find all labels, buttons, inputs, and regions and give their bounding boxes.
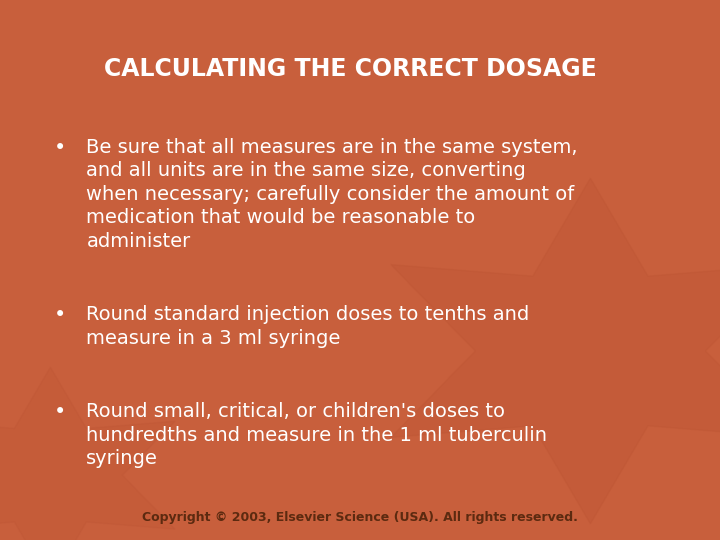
Text: Round small, critical, or children's doses to
hundredths and measure in the 1 ml: Round small, critical, or children's dos…	[86, 402, 547, 468]
Text: CALCULATING THE CORRECT DOSAGE: CALCULATING THE CORRECT DOSAGE	[104, 57, 597, 80]
Text: Copyright © 2003, Elsevier Science (USA). All rights reserved.: Copyright © 2003, Elsevier Science (USA)…	[142, 511, 578, 524]
Text: •: •	[54, 138, 66, 158]
Text: •: •	[54, 402, 66, 422]
Polygon shape	[391, 178, 720, 524]
Text: •: •	[54, 305, 66, 325]
Text: Round standard injection doses to tenths and
measure in a 3 ml syringe: Round standard injection doses to tenths…	[86, 305, 530, 348]
Text: Be sure that all measures are in the same system,
and all units are in the same : Be sure that all measures are in the sam…	[86, 138, 578, 251]
Polygon shape	[0, 367, 175, 540]
